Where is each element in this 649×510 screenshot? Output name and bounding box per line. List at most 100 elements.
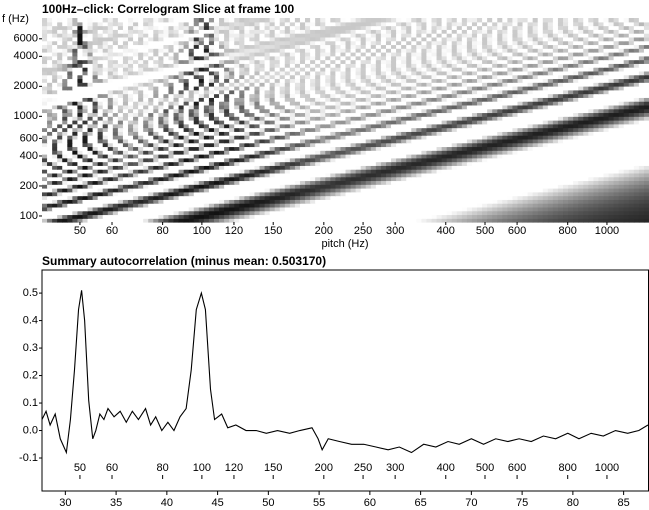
heatmap-cell — [335, 192, 341, 196]
heatmap-cell — [214, 158, 220, 162]
heatmap-cell — [77, 150, 83, 154]
heatmap-cell — [158, 135, 164, 139]
heatmap-cell — [244, 116, 250, 120]
heatmap-cell — [315, 63, 321, 67]
x-axis-label: pitch (Hz) — [321, 238, 368, 250]
heatmap-cell — [254, 192, 260, 196]
heatmap-cell — [472, 97, 478, 101]
heatmap-cell — [593, 158, 599, 162]
heatmap-cell — [477, 169, 483, 173]
heatmap-cell — [538, 162, 544, 166]
heatmap-cell — [224, 211, 230, 215]
heatmap-cell — [386, 120, 392, 124]
heatmap-cell — [158, 184, 164, 188]
heatmap-cell — [512, 158, 518, 162]
heatmap-cell — [528, 131, 534, 135]
heatmap-cell — [376, 188, 382, 192]
heatmap-cell — [457, 67, 463, 71]
heatmap-cell — [346, 165, 352, 169]
heatmap-cell — [426, 177, 432, 181]
heatmap-cell — [578, 150, 584, 154]
heatmap-cell — [280, 105, 286, 109]
heatmap-cell — [578, 101, 584, 105]
heatmap-cell — [426, 158, 432, 162]
heatmap-cell — [411, 101, 417, 105]
heatmap-cell — [249, 105, 255, 109]
heatmap-cell — [118, 214, 124, 218]
heatmap-cell — [57, 82, 63, 86]
heatmap-cell — [421, 169, 427, 173]
heatmap-cell — [189, 173, 195, 177]
heatmap-cell — [558, 214, 564, 218]
heatmap-cell — [219, 139, 225, 143]
heatmap-cell — [67, 196, 73, 200]
heatmap-cell — [563, 150, 569, 154]
heatmap-cell — [386, 188, 392, 192]
heatmap-cell — [234, 120, 240, 124]
heatmap-cell — [88, 158, 94, 162]
heatmap-cell — [346, 199, 352, 203]
heatmap-cell — [598, 116, 604, 120]
heatmap-cell — [487, 177, 493, 181]
heatmap-cell — [568, 158, 574, 162]
heatmap-cell — [416, 112, 422, 116]
heatmap-cell — [351, 139, 357, 143]
heatmap-cell — [603, 67, 609, 71]
heatmap-cell — [214, 131, 220, 135]
heatmap-cell — [467, 109, 473, 113]
heatmap-cell — [260, 94, 266, 98]
heatmap-cell — [158, 146, 164, 150]
heatmap-cell — [416, 90, 422, 94]
heatmap-cell — [224, 120, 230, 124]
heatmap-cell — [138, 120, 144, 124]
heatmap-cell — [113, 90, 119, 94]
heatmap-cell — [598, 120, 604, 124]
heatmap-cell — [361, 143, 367, 147]
heatmap-cell — [447, 86, 453, 90]
heatmap-cell — [578, 120, 584, 124]
heatmap-cell — [401, 86, 407, 90]
heatmap-cell — [376, 199, 382, 203]
heatmap-cell — [634, 211, 640, 215]
heatmap-cell — [583, 124, 589, 128]
heatmap-cell — [614, 71, 620, 75]
heatmap-cell — [189, 188, 195, 192]
heatmap-cell — [72, 177, 78, 181]
heatmap-cell — [502, 90, 508, 94]
heatmap-cell — [143, 109, 149, 113]
heatmap-cell — [320, 109, 326, 113]
heatmap-cell — [538, 158, 544, 162]
heatmap-cell — [588, 78, 594, 82]
heatmap-cell — [517, 112, 523, 116]
heatmap-cell — [184, 67, 190, 71]
heatmap-cell — [442, 109, 448, 113]
heatmap-cell — [401, 97, 407, 101]
heatmap-cell — [57, 75, 63, 79]
heatmap-cell — [305, 150, 311, 154]
heatmap-cell — [538, 139, 544, 143]
heatmap-cell — [330, 116, 336, 120]
heatmap-cell — [179, 214, 185, 218]
heatmap-cell — [588, 177, 594, 181]
heatmap-cell — [588, 86, 594, 90]
heatmap-cell — [523, 86, 529, 90]
heatmap-cell — [528, 214, 534, 218]
heatmap-cell — [644, 139, 649, 143]
heatmap-cell — [634, 105, 640, 109]
heatmap-cell — [517, 165, 523, 169]
heatmap-cell — [593, 146, 599, 150]
heatmap-cell — [77, 207, 83, 211]
heatmap-cell — [194, 169, 200, 173]
heatmap-cell — [452, 218, 458, 222]
heatmap-cell — [47, 124, 53, 128]
heatmap-cell — [634, 90, 640, 94]
heatmap-cell — [77, 177, 83, 181]
heatmap-cell — [346, 90, 352, 94]
heatmap-cell — [204, 94, 210, 98]
heatmap-cell — [573, 112, 579, 116]
heatmap-cell — [533, 192, 539, 196]
heatmap-cell — [118, 207, 124, 211]
heatmap-cell — [442, 135, 448, 139]
heatmap-cell — [189, 184, 195, 188]
heatmap-cell — [452, 173, 458, 177]
